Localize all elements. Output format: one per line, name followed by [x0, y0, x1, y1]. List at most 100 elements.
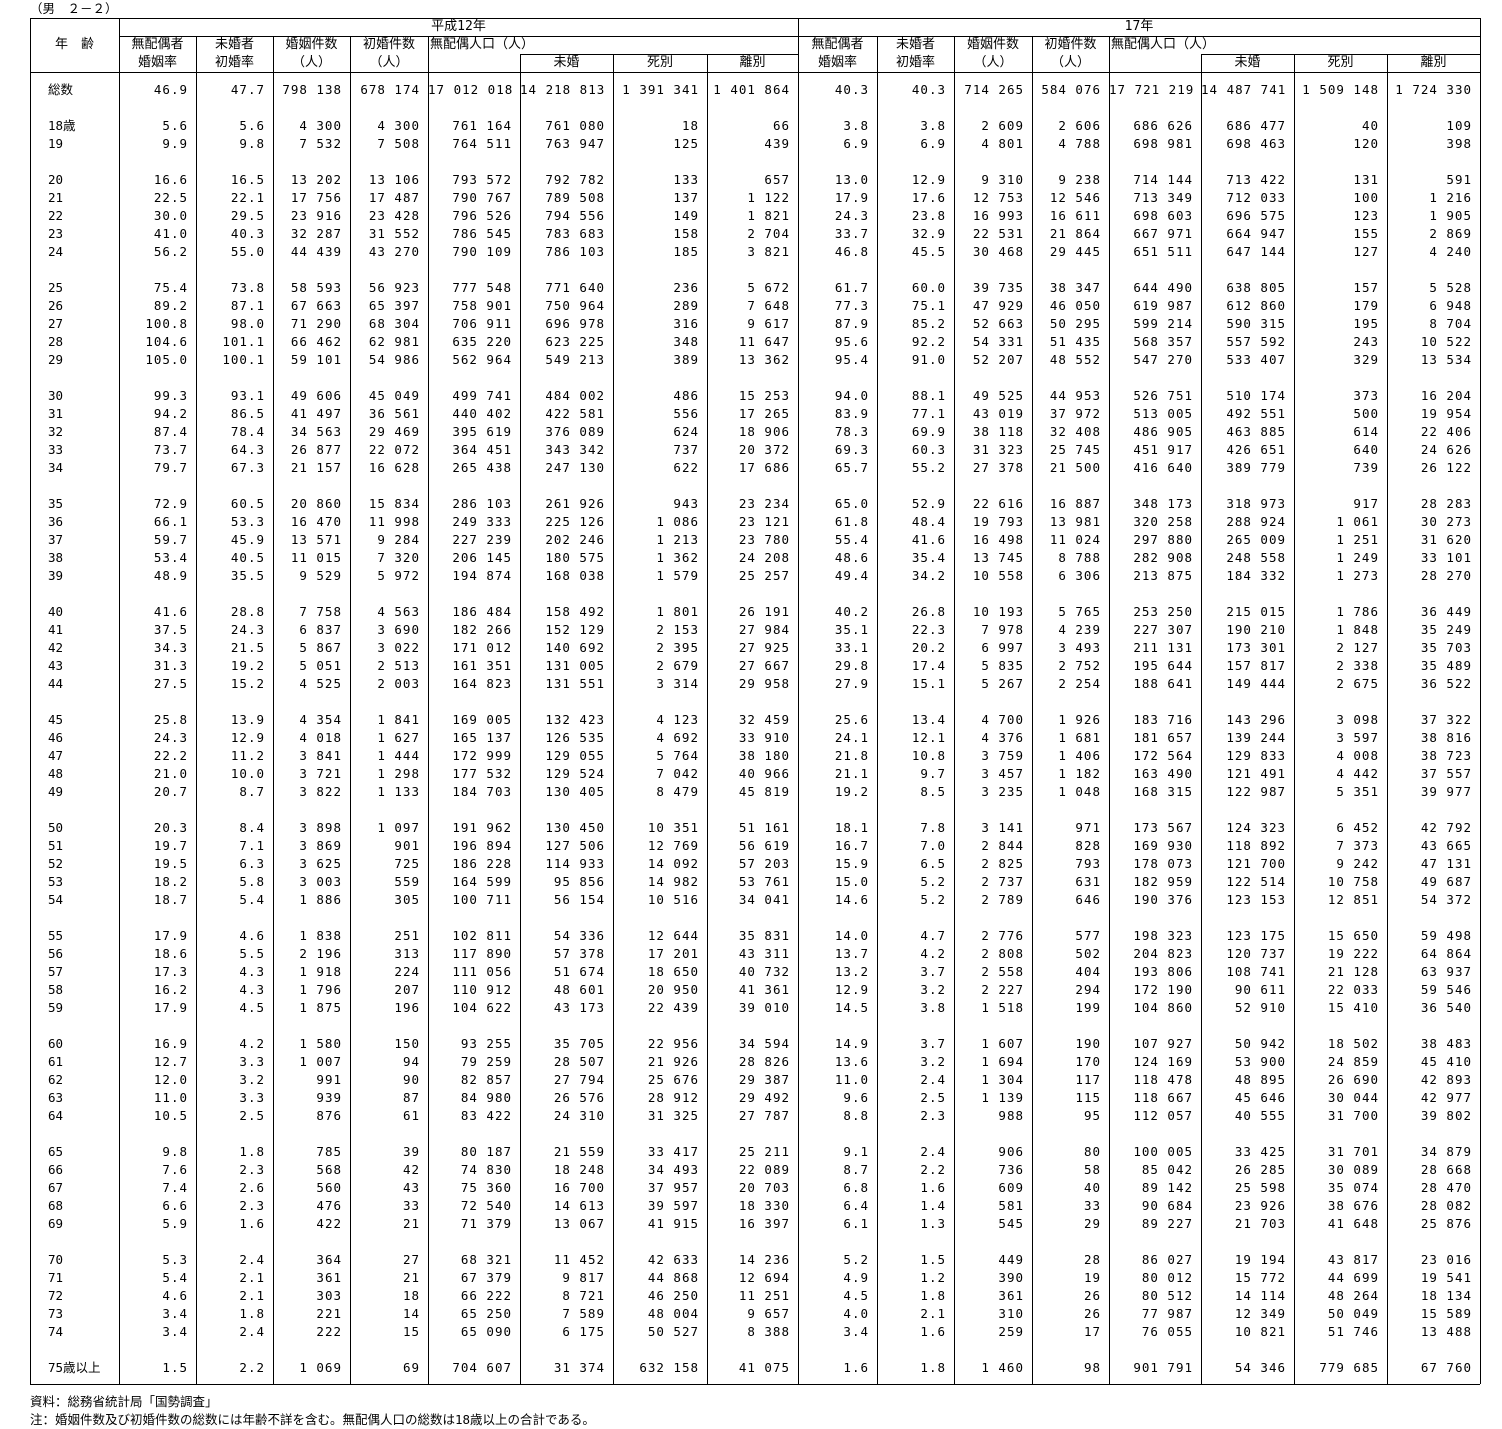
- table-cell: 1.6: [920, 1180, 946, 1195]
- table-cell: 917: [1353, 496, 1379, 511]
- table-cell: 13 745: [972, 550, 1024, 565]
- table-cell: 310: [998, 1306, 1024, 1321]
- table-cell: 31.3: [153, 658, 188, 673]
- table-cell: 2.2: [239, 1360, 265, 1375]
- table-cell: 422 581: [545, 406, 605, 421]
- table-cell: 8 388: [747, 1324, 790, 1339]
- table-cell: 10 558: [972, 568, 1024, 583]
- table-cell: 121 491: [1226, 766, 1286, 781]
- table-cell: 57 203: [738, 856, 790, 871]
- table-cell: 48.4: [911, 514, 946, 529]
- table-cell: 3 759: [981, 748, 1024, 763]
- table-cell: 5 972: [377, 568, 420, 583]
- grid-line: [1387, 54, 1388, 1384]
- table-cell: 34.3: [153, 640, 188, 655]
- row-age-label: 36: [48, 514, 64, 529]
- table-cell: 39 010: [738, 1000, 790, 1015]
- table-cell: 44 699: [1327, 1270, 1379, 1285]
- table-cell: 612 860: [1226, 298, 1286, 313]
- table-cell: 171 012: [452, 640, 512, 655]
- table-cell: 3 625: [299, 856, 342, 871]
- table-cell: 23 234: [738, 496, 790, 511]
- table-cell: 11 452: [553, 1252, 605, 1267]
- table-cell: 11 024: [1049, 532, 1101, 547]
- table-cell: 1 786: [1336, 604, 1379, 619]
- table-cell: 28: [1083, 1252, 1101, 1267]
- table-cell: 188 641: [1133, 676, 1193, 691]
- table-cell: 3 098: [1336, 712, 1379, 727]
- table-cell: 190 376: [1133, 892, 1193, 907]
- column-header: 婚姻件数: [966, 37, 1019, 52]
- table-cell: 991: [316, 1072, 342, 1087]
- table-cell: 43 173: [553, 1000, 605, 1015]
- table-cell: 764 511: [452, 136, 512, 151]
- table-cell: 389: [673, 352, 699, 367]
- table-cell: 185: [673, 244, 699, 259]
- table-cell: 3 457: [981, 766, 1024, 781]
- table-cell: 89 142: [1141, 1180, 1193, 1195]
- table-cell: 211 131: [1133, 640, 1193, 655]
- table-cell: 191 962: [452, 820, 512, 835]
- row-age-label: 26: [48, 298, 64, 313]
- table-cell: 19 954: [1420, 406, 1472, 421]
- table-cell: 761 164: [452, 118, 512, 133]
- table-cell: 758 901: [452, 298, 512, 313]
- table-cell: 42 792: [1420, 820, 1472, 835]
- table-cell: 16 397: [738, 1216, 790, 1231]
- table-cell: 16.5: [230, 172, 265, 187]
- table-cell: 58: [1083, 1162, 1101, 1177]
- column-header: （人）: [1050, 55, 1090, 70]
- table-cell: 89 227: [1141, 1216, 1193, 1231]
- table-cell: 40 732: [738, 964, 790, 979]
- table-cell: 21.5: [230, 640, 265, 655]
- table-cell: 2 003: [377, 676, 420, 691]
- era-header: 17年: [1124, 19, 1154, 34]
- table-cell: 556: [673, 406, 699, 421]
- table-cell: 647 144: [1226, 244, 1286, 259]
- table-cell: 21.8: [834, 748, 869, 763]
- table-cell: 15.0: [834, 874, 869, 889]
- table-cell: 28 470: [1420, 1180, 1472, 1195]
- table-cell: 4 018: [299, 730, 342, 745]
- table-cell: 2.5: [920, 1090, 946, 1105]
- table-cell: 19: [1083, 1270, 1101, 1285]
- table-cell: 24.3: [834, 208, 869, 223]
- table-cell: 75 360: [460, 1180, 512, 1195]
- table-cell: 1 796: [299, 982, 342, 997]
- table-cell: 390: [998, 1270, 1024, 1285]
- table-cell: 98.0: [230, 316, 265, 331]
- table-cell: 41 497: [290, 406, 342, 421]
- table-cell: 3.4: [162, 1324, 188, 1339]
- table-cell: 22.2: [153, 748, 188, 763]
- table-cell: 22 089: [738, 1162, 790, 1177]
- table-cell: 1 007: [299, 1054, 342, 1069]
- table-cell: 3.8: [920, 118, 946, 133]
- table-cell: 80 012: [1141, 1270, 1193, 1285]
- table-cell: 87: [402, 1090, 420, 1105]
- row-age-label: 59: [48, 1000, 64, 1015]
- table-cell: 68 321: [460, 1252, 512, 1267]
- grid-line: [798, 18, 799, 1384]
- table-cell: 476: [316, 1198, 342, 1213]
- table-cell: 41.6: [153, 604, 188, 619]
- table-cell: 21.0: [153, 766, 188, 781]
- table-cell: 17 686: [738, 460, 790, 475]
- table-cell: 46 050: [1049, 298, 1101, 313]
- table-cell: 13 571: [290, 532, 342, 547]
- table-cell: 790 767: [452, 190, 512, 205]
- table-cell: 93 255: [460, 1036, 512, 1051]
- table-cell: 667 971: [1133, 226, 1193, 241]
- table-cell: 27 794: [553, 1072, 605, 1087]
- table-cell: 11.0: [834, 1072, 869, 1087]
- grid-line: [1201, 54, 1480, 55]
- table-cell: 779 685: [1319, 1360, 1379, 1375]
- table-cell: 14.0: [834, 928, 869, 943]
- table-cell: 133: [673, 172, 699, 187]
- table-cell: 37 972: [1049, 406, 1101, 421]
- table-cell: 163 490: [1133, 766, 1193, 781]
- table-cell: 9 617: [747, 316, 790, 331]
- table-cell: 2.1: [239, 1288, 265, 1303]
- source-note: 資料：総務省統計局「国勢調査」: [30, 1394, 218, 1409]
- table-cell: 39 977: [1420, 784, 1472, 799]
- table-cell: 114 933: [545, 856, 605, 871]
